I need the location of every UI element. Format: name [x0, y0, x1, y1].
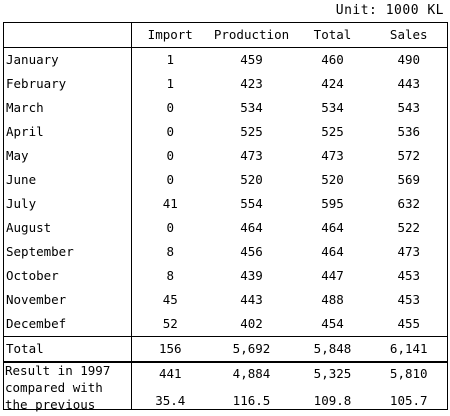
import-cell: 0 [166, 124, 175, 139]
month-cell: July [3, 192, 132, 216]
month-cell: March [3, 96, 132, 120]
total-cell: 534 [321, 100, 344, 115]
import-cell: 0 [166, 220, 175, 235]
result-import: 441 [131, 361, 209, 385]
production-cell: 464 [240, 220, 263, 235]
sales-cell: 569 [370, 168, 448, 192]
compare-sales: 105.7 [370, 385, 448, 410]
sales-cell: 473 [370, 240, 448, 264]
total-import: 156 [131, 336, 209, 362]
total-label: Total [3, 336, 132, 362]
import-cell: 8 [166, 244, 175, 259]
table-row: Decembef 52 402 454 455 [3, 312, 448, 337]
import-cell: 0 [166, 100, 175, 115]
sales-cell: 522 [370, 216, 448, 240]
total-row: Total 156 5,692 5,848 6,141 [3, 336, 448, 362]
total-cell: 454 [321, 316, 344, 331]
production-cell: 473 [240, 148, 263, 163]
import-cell: 1 [166, 52, 175, 67]
import-cell: 45 [162, 292, 178, 307]
table-row: October 8 439 447 453 [3, 264, 448, 288]
production-cell: 423 [240, 76, 263, 91]
total-cell: 447 [321, 268, 344, 283]
table-row: March 0 534 534 543 [3, 96, 448, 120]
total-cell: 595 [321, 196, 344, 211]
total-sales: 6,141 [370, 336, 448, 362]
total-cell: 473 [321, 148, 344, 163]
table-row: January 1 459 460 490 [3, 47, 448, 72]
table-row: November 45 443 488 453 [3, 288, 448, 312]
production-cell: 554 [240, 196, 263, 211]
table-row: July 41 554 595 632 [3, 192, 448, 216]
compare-total: 109.8 [294, 385, 371, 410]
result-production: 4,884 [208, 361, 295, 385]
result-label [3, 361, 132, 385]
import-cell: 41 [162, 196, 178, 211]
header-row: Import Production Total Sales [3, 22, 448, 48]
import-cell: 0 [166, 148, 175, 163]
month-cell: October [3, 264, 132, 288]
sales-cell: 453 [370, 264, 448, 288]
import-cell: 52 [162, 316, 178, 331]
production-cell: 459 [240, 52, 263, 67]
table-row: August 0 464 464 522 [3, 216, 448, 240]
month-cell: September [3, 240, 132, 264]
total-cell: 424 [321, 76, 344, 91]
production-cell: 534 [240, 100, 263, 115]
sales-cell: 453 [370, 288, 448, 312]
sales-cell: 536 [370, 120, 448, 144]
total-cell: 460 [321, 52, 344, 67]
month-cell: June [3, 168, 132, 192]
compare-row: 35.4 116.5 109.8 105.7 [3, 385, 448, 410]
compare-label [3, 385, 132, 410]
result-1997-row: 441 4,884 5,325 5,810 [3, 361, 448, 385]
sales-cell: 490 [370, 47, 448, 72]
header-sales: Sales [370, 22, 448, 48]
import-cell: 0 [166, 172, 175, 187]
total-cell: 464 [321, 244, 344, 259]
unit-label: Unit: 1000 KL [335, 3, 444, 18]
table-row: June 0 520 520 569 [3, 168, 448, 192]
sales-cell: 443 [370, 72, 448, 96]
table-row: April 0 525 525 536 [3, 120, 448, 144]
production-cell: 520 [240, 172, 263, 187]
supply-sales-table: Import Production Total Sales January 1 45… [3, 22, 448, 410]
compare-import: 35.4 [131, 385, 209, 410]
total-cell: 525 [321, 124, 344, 139]
month-cell: January [3, 47, 132, 72]
month-cell: February [3, 72, 132, 96]
sales-cell: 632 [370, 192, 448, 216]
month-cell: August [3, 216, 132, 240]
production-cell: 525 [240, 124, 263, 139]
total-total: 5,848 [294, 336, 371, 362]
import-cell: 8 [166, 268, 175, 283]
import-cell: 1 [166, 76, 175, 91]
production-cell: 443 [240, 292, 263, 307]
header-total: Total [294, 22, 371, 48]
total-production: 5,692 [208, 336, 295, 362]
sales-cell: 543 [370, 96, 448, 120]
table-row: September 8 456 464 473 [3, 240, 448, 264]
header-production: Production [208, 22, 295, 48]
production-cell: 439 [240, 268, 263, 283]
header-blank [3, 22, 132, 48]
month-cell: April [3, 120, 132, 144]
total-cell: 464 [321, 220, 344, 235]
production-cell: 402 [240, 316, 263, 331]
header-import: Import [131, 22, 209, 48]
result-total: 5,325 [294, 361, 371, 385]
sales-cell: 572 [370, 144, 448, 168]
month-cell: May [3, 144, 132, 168]
production-cell: 456 [240, 244, 263, 259]
total-cell: 520 [321, 172, 344, 187]
result-sales: 5,810 [370, 361, 448, 385]
sales-cell: 455 [370, 312, 448, 337]
month-cell: Decembef [3, 312, 132, 337]
total-cell: 488 [321, 292, 344, 307]
month-cell: November [3, 288, 132, 312]
compare-production: 116.5 [208, 385, 295, 410]
table-row: May 0 473 473 572 [3, 144, 448, 168]
table-row: February 1 423 424 443 [3, 72, 448, 96]
